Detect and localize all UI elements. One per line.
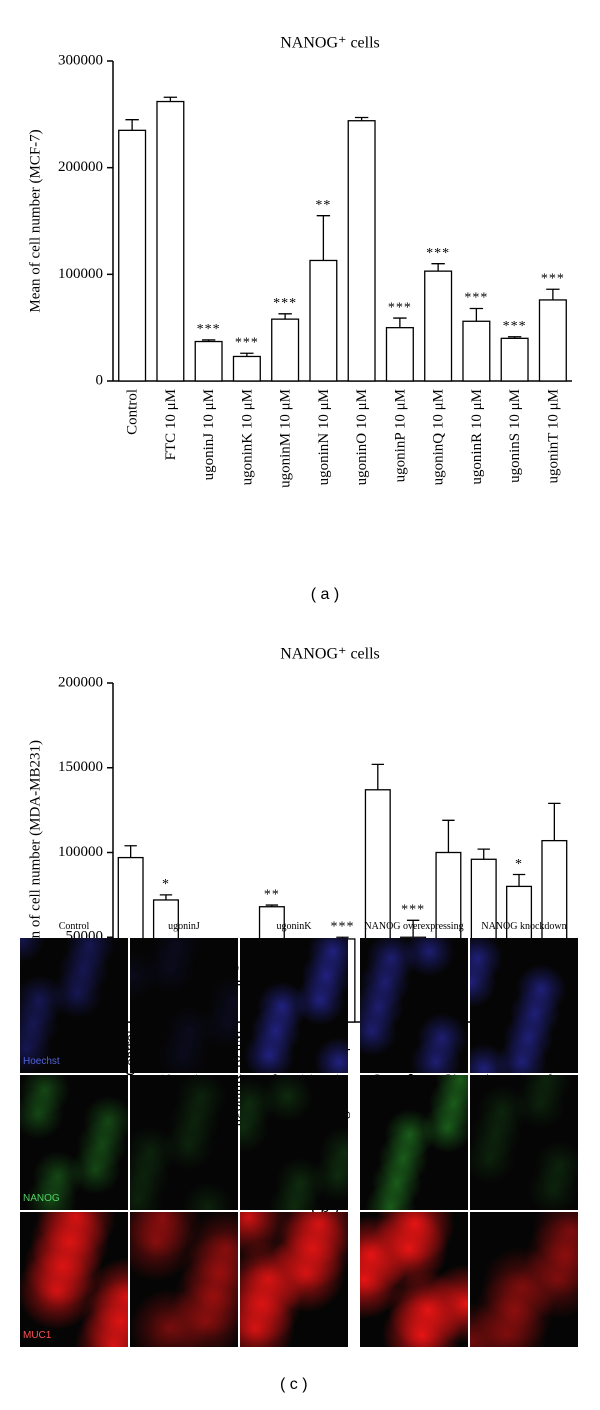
significance: ** (315, 198, 331, 213)
x-tick-label: ugoninQ 10 μM (431, 389, 447, 485)
significance: *** (426, 246, 450, 261)
error-bar (431, 263, 445, 272)
bar (500, 337, 529, 382)
micrograph (470, 1075, 578, 1210)
bar (232, 355, 261, 382)
column-header: ugoninK (276, 921, 312, 932)
bar (462, 320, 491, 382)
y-tick-label: 100000 (58, 844, 103, 860)
column-header: Control (58, 921, 90, 932)
significance: ** (264, 887, 280, 902)
x-tick-label: ugoninO 10 μM (354, 389, 370, 485)
panel-label: ( c ) (280, 1376, 308, 1393)
row-label: MUC1 (23, 1330, 52, 1341)
x-tick-label: ugoninK 10 μM (239, 389, 255, 485)
micrograph (470, 938, 578, 1073)
significance: *** (503, 319, 527, 334)
error-bar (124, 845, 137, 858)
error-bar (265, 904, 279, 907)
x-tick-label: ugoninN 10 μM (316, 389, 332, 485)
bar (194, 340, 223, 382)
row-label: Hoechst (23, 1056, 60, 1067)
significance: *** (464, 291, 488, 306)
significance: *** (388, 300, 412, 315)
x-tick-label: ugoninP 10 μM (392, 389, 408, 482)
significance: * (515, 857, 523, 872)
micrograph (130, 1212, 238, 1347)
micrograph (130, 1075, 238, 1210)
x-tick-label: ugoninM 10 μM (278, 389, 294, 488)
x-tick-label: FTC 10 μM (163, 389, 179, 460)
y-tick-label: 0 (96, 372, 104, 388)
significance: *** (273, 296, 297, 311)
bar (538, 299, 567, 382)
column-header: NANOG knockdown (481, 921, 567, 932)
significance: *** (197, 322, 221, 337)
bar (156, 100, 185, 382)
bar (424, 270, 453, 382)
y-axis-label: Mean of cell number (MCF-7) (27, 129, 43, 312)
micrograph: MUC1 (20, 1212, 128, 1347)
error-bar (371, 763, 384, 790)
error-bar (546, 288, 560, 300)
x-tick-label: ugoninT 10 μM (545, 389, 561, 483)
error-bar (477, 848, 490, 860)
micrograph (240, 938, 348, 1073)
y-tick-label: 200000 (58, 674, 103, 690)
significance: *** (235, 335, 259, 350)
error-bar (548, 802, 561, 841)
bar (309, 259, 338, 382)
bar (271, 318, 300, 382)
y-tick-label: 200000 (58, 159, 103, 175)
row-label: NANOG (23, 1193, 60, 1204)
significance: *** (401, 903, 425, 918)
y-tick-label: 300000 (58, 52, 103, 68)
y-axis-label: Mean of cell number (MDA-MB231) (27, 740, 43, 965)
error-bar (201, 339, 216, 342)
micrograph (240, 1212, 348, 1347)
error-bar (278, 313, 292, 320)
error-bar (393, 317, 407, 328)
significance: *** (541, 271, 565, 286)
y-tick-label: 150000 (58, 759, 103, 775)
x-tick-label: ugoninS 10 μM (507, 389, 523, 483)
error-bar (159, 894, 173, 900)
bar (385, 327, 414, 382)
chart-title: NANOG⁺ cells (280, 35, 380, 52)
chart-title: NANOG⁺ cells (280, 646, 380, 663)
error-bar (442, 819, 455, 853)
error-bar (507, 336, 522, 339)
error-bar (163, 96, 178, 102)
bar (118, 129, 147, 382)
error-bar (469, 307, 484, 322)
error-bar (316, 215, 331, 261)
significance: *** (331, 919, 355, 934)
error-bar (512, 873, 526, 887)
error-bar (240, 352, 254, 357)
micrograph (130, 938, 238, 1073)
panel-label: ( a ) (311, 586, 339, 603)
x-tick-label: Control (125, 389, 141, 435)
column-header: NANOG overexpressing (364, 921, 464, 932)
column-header: ugoninJ (168, 921, 200, 932)
y-tick-label: 100000 (58, 266, 103, 282)
x-tick-label: ugoninR 10 μM (469, 389, 485, 485)
error-bar (125, 119, 139, 131)
micrograph (360, 938, 468, 1073)
micrograph: Hoechst (20, 938, 128, 1073)
error-bar (406, 919, 420, 938)
error-bar (354, 116, 369, 121)
micrograph (240, 1075, 348, 1210)
bar (347, 120, 376, 382)
significance: * (162, 877, 170, 892)
micrograph: NANOG (20, 1075, 128, 1210)
micrograph (360, 1075, 468, 1210)
x-tick-label: ugoninJ 10 μM (201, 389, 217, 480)
micrograph (360, 1212, 468, 1347)
micrograph (470, 1212, 578, 1347)
